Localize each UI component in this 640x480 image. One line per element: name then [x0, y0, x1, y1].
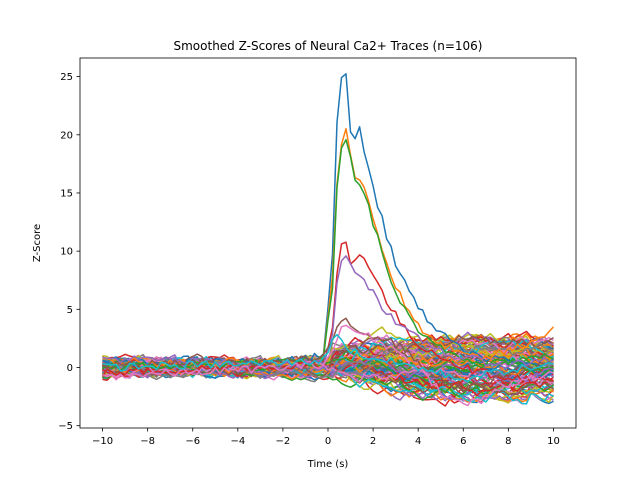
y-tick-label: 20: [60, 130, 73, 141]
x-tick-label: 10: [547, 436, 560, 447]
response-trace: [102, 333, 554, 383]
x-tick-label: −6: [185, 436, 200, 447]
y-tick-label: 15: [60, 188, 73, 199]
chart-title: Smoothed Z-Scores of Neural Ca2+ Traces …: [174, 39, 483, 53]
y-tick-label: −5: [58, 421, 73, 432]
y-tick-label: 5: [67, 305, 73, 316]
background-trace: [102, 334, 554, 379]
x-tick-label: 0: [325, 436, 331, 447]
background-trace: [102, 342, 554, 381]
x-tick-label: 8: [505, 436, 511, 447]
x-axis: −10 −8 −6 −4 −2 0 2 4 6 8 10: [92, 428, 560, 447]
response-trace: [102, 138, 554, 372]
x-tick-label: 2: [370, 436, 376, 447]
x-tick-label: 4: [415, 436, 421, 447]
traces-layer: [101, 73, 555, 407]
x-tick-label: −2: [276, 436, 291, 447]
y-axis-label: Z-Score: [32, 224, 43, 262]
x-axis-label: Time (s): [307, 459, 349, 470]
y-axis: −5 0 5 10 15 20 25: [58, 72, 80, 432]
y-tick-label: 25: [60, 72, 73, 83]
x-tick-label: 6: [460, 436, 466, 447]
response-trace: [102, 317, 554, 392]
y-tick-label: 10: [60, 247, 73, 258]
x-tick-label: −8: [140, 436, 155, 447]
response-trace: [102, 324, 554, 407]
x-tick-label: −4: [230, 436, 245, 447]
y-tick-label: 0: [67, 363, 73, 374]
response-trace: [102, 255, 554, 370]
x-tick-label: −10: [92, 436, 113, 447]
